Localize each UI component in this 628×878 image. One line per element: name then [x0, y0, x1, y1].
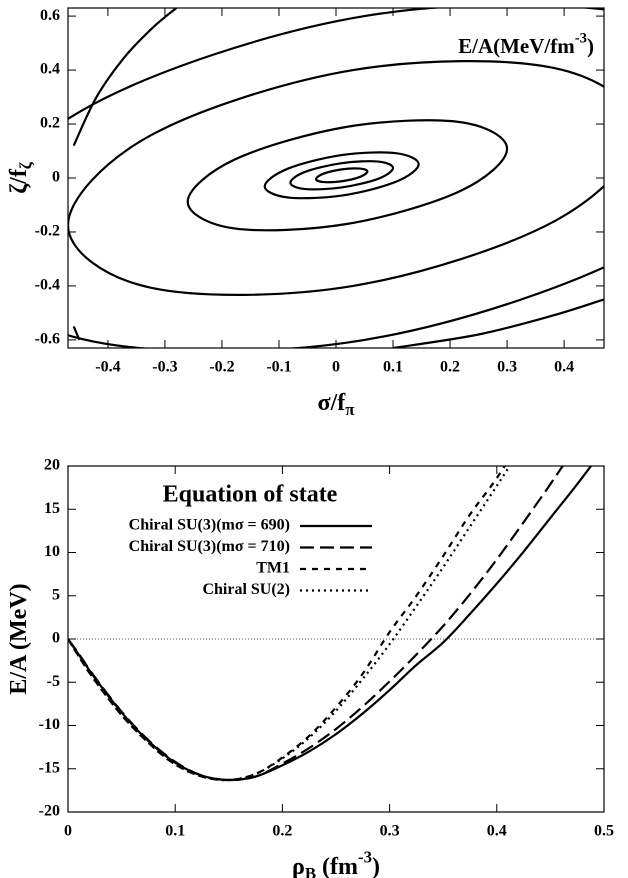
contour-line: [186, 119, 509, 232]
x-tick-label: 0.4: [554, 359, 574, 376]
y-tick-label: 10: [44, 543, 60, 560]
plot-frame: [67, 7, 605, 349]
contour-line: [68, 60, 604, 296]
series-line: [68, 466, 565, 782]
series-line: [68, 466, 507, 782]
legend-label: Chiral SU(3)(mσ = 710): [129, 538, 290, 555]
x-tick-label: 0.5: [594, 823, 614, 840]
legend-label: TM1: [256, 560, 290, 577]
contour-line: [392, 298, 604, 348]
x-tick-label: 0.3: [497, 359, 517, 376]
y-tick-label: 0.4: [40, 61, 60, 78]
legend-label: Chiral SU(3)(mσ = 690): [129, 517, 290, 534]
annotation: E/A(MeV/fm-3): [458, 31, 594, 58]
y-tick-label: -10: [39, 716, 60, 733]
x-tick-label: 0: [64, 823, 72, 840]
label-part: π: [345, 400, 355, 419]
x-tick-label: 0.2: [272, 823, 292, 840]
x-tick-label: 0: [332, 359, 340, 376]
contour-line: [68, 8, 604, 348]
y-tick-label: 0: [52, 169, 60, 186]
x-tick-label: -0.1: [266, 359, 291, 376]
x-axis-label: ρB (fm-3): [292, 847, 380, 878]
y-tick-label: 5: [52, 586, 60, 603]
legend-label: Chiral SU(2): [202, 581, 290, 598]
label-part: B: [305, 864, 316, 878]
legend-title: Equation of state: [163, 482, 338, 508]
y-tick-label: 0.2: [40, 115, 60, 132]
x-axis-label: σ/fπ: [318, 390, 356, 420]
y-tick-label: -5: [47, 673, 60, 690]
label-part: ζ/f: [6, 168, 32, 194]
label-part: E/A(MeV/fm: [458, 34, 575, 58]
x-tick-label: 0.1: [165, 823, 185, 840]
contour-line: [72, 8, 178, 147]
contour-line: [72, 325, 81, 341]
y-tick-label: -0.4: [35, 277, 60, 294]
label-part: ζ: [16, 161, 35, 169]
y-tick-label: -15: [39, 759, 60, 776]
x-tick-label: 0.1: [383, 359, 403, 376]
y-tick-label: -0.6: [35, 331, 60, 348]
contour-line: [314, 167, 369, 184]
x-tick-label: -0.4: [95, 359, 120, 376]
x-tick-label: 0.4: [487, 823, 507, 840]
x-tick-label: -0.2: [209, 359, 234, 376]
x-tick-label: 0.2: [440, 359, 460, 376]
plot-frame: [67, 465, 605, 813]
plot-area: [68, 466, 604, 782]
label-part: -3: [575, 31, 587, 47]
label-part: ): [587, 34, 594, 58]
y-tick-label: 0: [52, 630, 60, 647]
contour-line: [289, 160, 395, 191]
label-part: -3: [358, 847, 372, 866]
y-tick-label: -0.2: [35, 223, 60, 240]
plot-area: [68, 8, 604, 348]
contour-line: [263, 151, 420, 200]
label-part: ρ: [292, 854, 305, 878]
x-tick-label: 0.3: [380, 823, 400, 840]
y-tick-label: 0.6: [40, 7, 60, 24]
x-tick-label: -0.3: [152, 359, 177, 376]
label-part: ): [372, 854, 380, 878]
y-axis-label: ζ/fζ: [6, 161, 36, 194]
y-tick-label: 20: [44, 457, 60, 474]
y-axis-label: E/A (MeV): [6, 583, 32, 694]
label-part: E/A (MeV): [6, 583, 32, 694]
label-part: σ/f: [318, 390, 347, 416]
y-tick-label: -20: [39, 803, 60, 820]
y-tick-label: 15: [44, 500, 60, 517]
label-part: (fm: [316, 854, 358, 878]
